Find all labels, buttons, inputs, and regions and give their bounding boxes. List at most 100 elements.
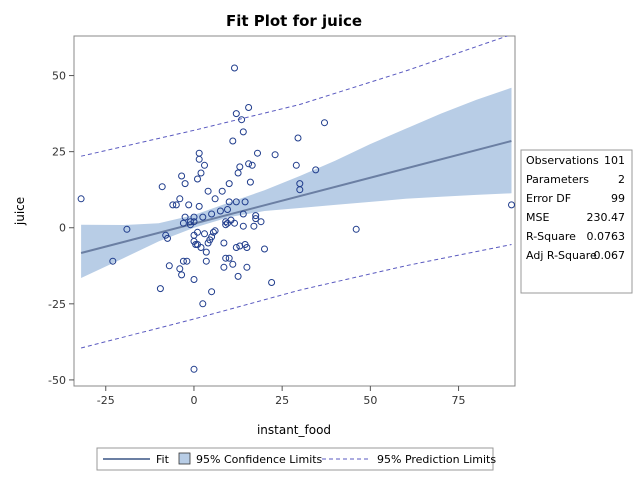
stat-label: Error DF — [526, 192, 571, 205]
data-point — [216, 207, 224, 215]
y-tick-label: -25 — [48, 298, 66, 311]
prediction-limits-layer — [80, 36, 512, 349]
confidence-band-layer — [81, 87, 512, 278]
data-points-layer — [77, 64, 515, 373]
data-point — [292, 161, 300, 169]
y-tick-label: 50 — [52, 70, 66, 83]
data-point — [156, 285, 164, 293]
data-point — [169, 201, 177, 209]
data-point — [199, 300, 207, 308]
data-point — [234, 272, 242, 280]
data-point — [194, 175, 201, 183]
data-point — [204, 187, 212, 195]
data-point — [296, 186, 304, 194]
data-point — [123, 225, 131, 233]
data-point — [294, 134, 302, 142]
data-point — [243, 263, 251, 271]
data-point — [190, 276, 198, 283]
data-point — [245, 160, 253, 168]
data-point — [178, 271, 186, 279]
prediction-limit-lower — [80, 244, 512, 349]
data-point — [271, 151, 279, 159]
data-point — [231, 64, 238, 72]
data-point — [236, 163, 244, 171]
data-point — [190, 213, 198, 221]
data-point — [158, 183, 166, 191]
x-tick-label: -25 — [97, 394, 115, 407]
data-point — [179, 257, 187, 265]
legend: Fit 95% Confidence Limits 95% Prediction… — [96, 447, 496, 471]
data-point — [312, 166, 320, 174]
fit-line-layer — [80, 140, 512, 254]
legend-border — [96, 447, 494, 471]
data-point — [190, 218, 198, 226]
data-point — [225, 180, 233, 188]
fit-statistics-table: Observations 101 Parameters 2 Error DF 99 MSE 2… — [520, 149, 633, 294]
x-axis: -25 0 25 50 75 — [97, 386, 466, 407]
data-point — [239, 210, 247, 218]
data-point — [172, 201, 180, 209]
data-point — [245, 104, 253, 111]
data-point — [194, 228, 201, 236]
data-point — [211, 227, 219, 235]
data-point — [229, 137, 237, 145]
stat-value: 0.0763 — [587, 230, 626, 243]
data-point — [225, 198, 233, 206]
stat-label: MSE — [526, 211, 549, 224]
legend-fit-label: Fit — [156, 453, 170, 466]
data-point — [195, 155, 203, 163]
x-tick-label: 25 — [275, 394, 289, 407]
data-point — [176, 195, 184, 203]
data-point — [185, 201, 193, 209]
stat-value: 99 — [611, 192, 625, 205]
legend-confidence-swatch — [178, 452, 191, 465]
y-tick-label: -50 — [48, 374, 66, 387]
data-point — [220, 263, 228, 271]
data-point — [234, 169, 242, 177]
y-axis: -50 -25 0 25 50 — [48, 70, 74, 387]
data-point — [179, 219, 187, 227]
data-point — [232, 110, 240, 118]
data-point — [257, 218, 265, 226]
data-point — [165, 262, 173, 270]
data-point — [176, 265, 184, 273]
data-point — [225, 254, 233, 262]
y-axis-label: juice — [13, 197, 27, 226]
data-point — [164, 234, 171, 242]
data-point — [238, 116, 246, 124]
y-tick-label: 0 — [59, 222, 66, 235]
data-point — [183, 257, 191, 265]
stat-label: Adj R-Square — [526, 249, 597, 262]
data-point — [208, 288, 216, 296]
data-point — [239, 222, 247, 230]
data-point — [199, 213, 207, 221]
data-point — [178, 172, 186, 180]
data-point — [190, 365, 198, 373]
data-point — [202, 248, 210, 256]
y-tick-label: 25 — [52, 146, 66, 159]
data-point — [268, 279, 276, 286]
data-point — [222, 254, 230, 262]
data-point — [222, 221, 230, 229]
chart-title: Fit Plot for juice — [226, 12, 362, 30]
data-point — [250, 222, 258, 230]
data-point — [248, 161, 256, 169]
stat-value: 101 — [604, 154, 625, 167]
data-point — [208, 210, 216, 218]
data-point — [241, 198, 249, 206]
data-point — [197, 169, 205, 177]
data-point — [352, 225, 360, 233]
data-point — [195, 149, 203, 157]
data-point — [186, 218, 194, 226]
data-point — [229, 260, 237, 268]
stat-value: 230.47 — [587, 211, 626, 224]
x-tick-label: 0 — [190, 394, 197, 407]
data-point — [252, 215, 260, 223]
data-point — [181, 213, 189, 221]
data-point — [508, 201, 515, 209]
data-point — [246, 178, 254, 186]
data-point — [109, 257, 117, 265]
data-point — [201, 230, 208, 238]
data-point — [211, 195, 219, 203]
